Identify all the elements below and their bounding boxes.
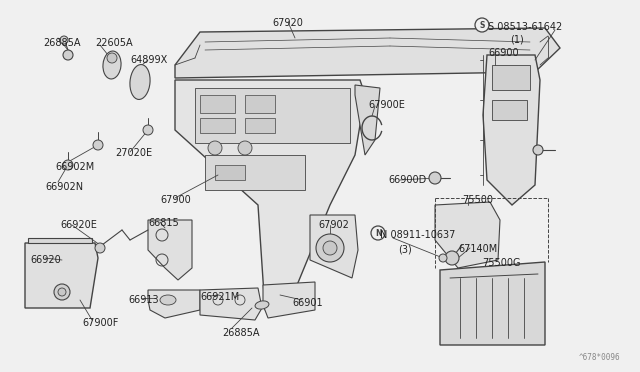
Ellipse shape (533, 145, 543, 155)
Text: 66900D: 66900D (388, 175, 426, 185)
Ellipse shape (54, 284, 70, 300)
Polygon shape (263, 282, 315, 318)
Bar (245, 118, 275, 133)
Bar (492, 100, 527, 120)
Text: 22605A: 22605A (95, 38, 132, 48)
Ellipse shape (445, 251, 459, 265)
Ellipse shape (255, 301, 269, 309)
Text: (3): (3) (398, 244, 412, 254)
Text: 67920: 67920 (272, 18, 303, 28)
Bar (215, 165, 245, 180)
Text: 66913: 66913 (128, 295, 159, 305)
Polygon shape (148, 290, 200, 318)
Text: ^678*0096: ^678*0096 (579, 353, 620, 362)
Polygon shape (148, 220, 192, 280)
Text: 66815: 66815 (148, 218, 179, 228)
Ellipse shape (160, 295, 176, 305)
Bar (205, 155, 305, 190)
Polygon shape (28, 238, 92, 243)
Polygon shape (25, 243, 98, 308)
Text: 66921M: 66921M (200, 292, 239, 302)
Text: 67900E: 67900E (368, 100, 405, 110)
Text: (1): (1) (510, 34, 524, 44)
Ellipse shape (63, 160, 73, 170)
Text: 66900: 66900 (488, 48, 518, 58)
Ellipse shape (60, 36, 68, 44)
Polygon shape (483, 55, 540, 205)
Text: S 08513-61642: S 08513-61642 (488, 22, 563, 32)
Ellipse shape (475, 18, 489, 32)
Ellipse shape (103, 51, 121, 79)
Ellipse shape (107, 53, 117, 63)
Text: 64899X: 64899X (130, 55, 167, 65)
Text: 67900: 67900 (160, 195, 191, 205)
Bar (200, 95, 235, 113)
Ellipse shape (208, 141, 222, 155)
Polygon shape (200, 288, 262, 320)
Bar (245, 95, 275, 113)
Ellipse shape (95, 243, 105, 253)
Bar (195, 88, 350, 143)
Ellipse shape (429, 172, 441, 184)
Ellipse shape (58, 288, 66, 296)
Text: 66902M: 66902M (55, 162, 94, 172)
Ellipse shape (371, 226, 385, 240)
Text: 66920E: 66920E (60, 220, 97, 230)
Text: N 08911-10637: N 08911-10637 (380, 230, 456, 240)
Ellipse shape (323, 241, 337, 255)
Polygon shape (310, 215, 358, 278)
Polygon shape (355, 85, 380, 155)
Text: 26885A: 26885A (222, 328, 259, 338)
Ellipse shape (63, 50, 73, 60)
Text: 26885A: 26885A (43, 38, 81, 48)
Ellipse shape (93, 140, 103, 150)
Ellipse shape (143, 125, 153, 135)
Text: N: N (375, 228, 381, 237)
Ellipse shape (238, 141, 252, 155)
Polygon shape (175, 28, 560, 78)
Text: 67140M: 67140M (458, 244, 497, 254)
Text: S: S (479, 20, 484, 29)
Bar (492, 65, 530, 90)
Bar (200, 118, 235, 133)
Text: 75500: 75500 (462, 195, 493, 205)
Text: 66902N: 66902N (45, 182, 83, 192)
Ellipse shape (439, 254, 447, 262)
Text: 67902: 67902 (318, 220, 349, 230)
Polygon shape (440, 262, 545, 345)
Text: 75500G: 75500G (482, 258, 520, 268)
Text: 66920: 66920 (30, 255, 61, 265)
Polygon shape (175, 80, 365, 310)
Ellipse shape (316, 234, 344, 262)
Polygon shape (435, 202, 500, 268)
Ellipse shape (130, 65, 150, 99)
Text: 27020E: 27020E (115, 148, 152, 158)
Text: 67900F: 67900F (82, 318, 118, 328)
Text: 66901: 66901 (292, 298, 323, 308)
